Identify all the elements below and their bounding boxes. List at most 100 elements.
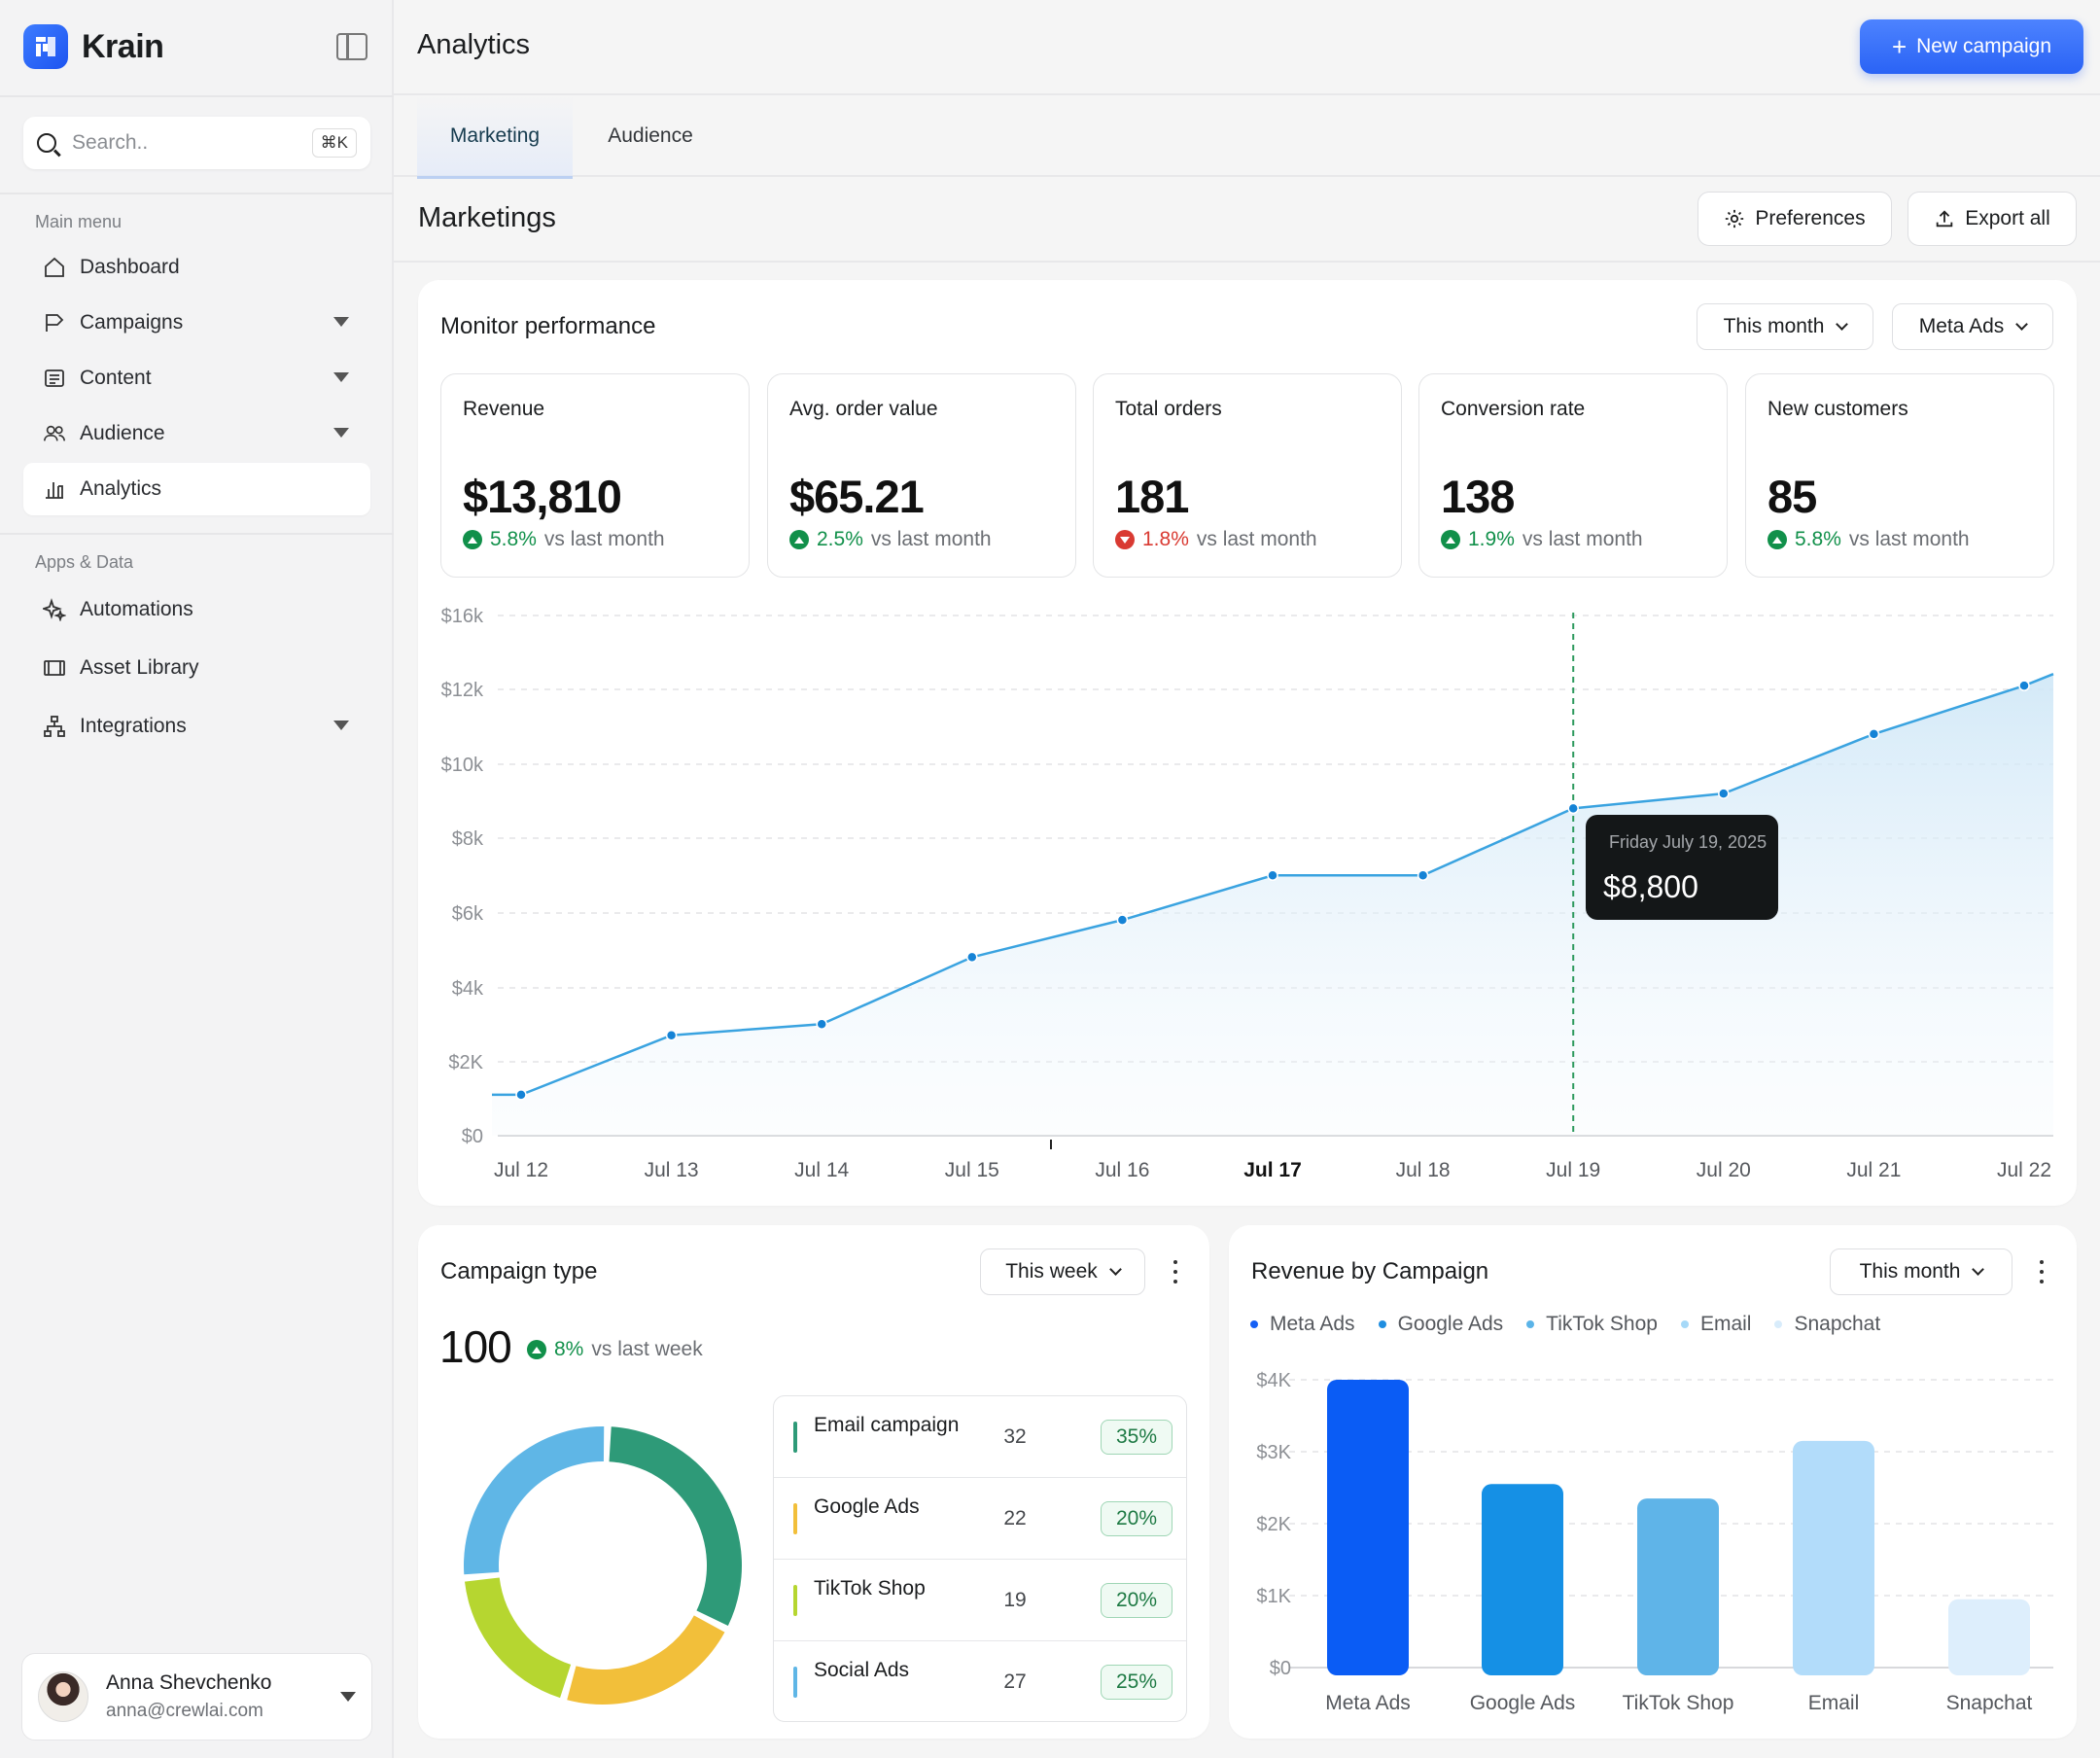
period-value: This month	[1723, 315, 1825, 337]
campaign-type-card	[418, 1225, 1209, 1739]
legend-item: Email	[1680, 1313, 1751, 1336]
trend-up-icon	[527, 1340, 546, 1359]
sidebar-item-audience[interactable]: Audience	[23, 407, 370, 460]
table-row[interactable]: TikTok Shop 19 20%	[774, 1560, 1186, 1641]
x-tick-label: Jul 15	[945, 1159, 999, 1181]
legend-label: Meta Ads	[1270, 1313, 1355, 1335]
data-point	[1267, 869, 1278, 881]
search-placeholder: Search..	[72, 131, 149, 154]
sidebar-item-analytics[interactable]: Analytics	[23, 463, 370, 515]
preferences-button[interactable]: Preferences	[1698, 192, 1892, 246]
more-options-icon[interactable]	[1172, 1260, 1178, 1283]
data-point	[1868, 728, 1880, 740]
campaign-total: 100	[439, 1321, 512, 1372]
export-all-button[interactable]: Export all	[1908, 192, 2077, 246]
y-tick-label: $4k	[452, 978, 484, 1000]
table-row[interactable]: Google Ads 22 20%	[774, 1478, 1186, 1560]
metric-value: 181	[1115, 471, 1189, 522]
sidebar: Krain Search.. ⌘K Main menu Dashboard Ca…	[0, 0, 394, 1758]
user-profile[interactable]: Anna Shevchenko anna@crewlai.com	[21, 1653, 372, 1740]
period-select[interactable]: This month	[1697, 303, 1873, 350]
network-icon	[43, 715, 66, 738]
divider	[394, 261, 2100, 263]
y-tick-label: $2K	[448, 1052, 483, 1073]
home-icon	[43, 256, 66, 279]
data-point	[1417, 869, 1429, 881]
metric-delta: 5.8% vs last month	[1768, 528, 1970, 551]
sidebar-item-label: Asset Library	[80, 656, 199, 679]
x-tick-label: Jul 17	[1243, 1159, 1302, 1181]
sidebar-item-dashboard[interactable]: Dashboard	[23, 241, 370, 294]
y-tick-label: $12k	[441, 680, 484, 701]
campaign-table: Email campaign 32 35% Google Ads 22 20% …	[773, 1395, 1187, 1722]
metric-label: Revenue	[463, 398, 545, 420]
new-campaign-label: New campaign	[1916, 35, 2052, 57]
table-row[interactable]: Social Ads 27 25%	[774, 1641, 1186, 1721]
divider	[0, 533, 394, 535]
legend-dot	[1378, 1320, 1386, 1328]
tooltip-date: Friday July 19, 2025	[1609, 832, 1768, 852]
trend-down-icon	[1115, 530, 1135, 549]
campaign-delta: 8% vs last week	[527, 1338, 703, 1361]
delta-pct: 5.8%	[1795, 528, 1841, 550]
flag-icon	[43, 311, 66, 334]
chevron-down-icon[interactable]	[333, 317, 349, 327]
sidebar-item-asset-library[interactable]: Asset Library	[23, 642, 370, 694]
chevron-down-icon[interactable]	[333, 372, 349, 382]
chevron-down-icon[interactable]	[340, 1692, 356, 1702]
tab-audience[interactable]: Audience	[582, 95, 718, 177]
metric-label: New customers	[1768, 398, 1908, 420]
campaign-count: 22	[1003, 1507, 1027, 1529]
metric-value: $65.21	[789, 471, 925, 522]
sidebar-toggle-icon[interactable]	[336, 33, 368, 60]
sidebar-item-label: Campaigns	[80, 311, 184, 334]
chart-tooltip: Friday July 19, 2025 $8,800	[1586, 815, 1778, 920]
data-point	[816, 1018, 827, 1030]
campaign-count: 19	[1003, 1589, 1027, 1611]
sidebar-item-integrations[interactable]: Integrations	[23, 700, 370, 753]
x-tick-label: Jul 19	[1546, 1159, 1600, 1181]
metric-delta: 2.5% vs last month	[789, 528, 992, 551]
x-tick-label: Jul 16	[1095, 1159, 1149, 1181]
x-tick-label: Jul 13	[645, 1159, 699, 1181]
metric-delta: 5.8% vs last month	[463, 528, 665, 551]
delta-pct: 1.8%	[1142, 528, 1189, 550]
new-campaign-button[interactable]: + New campaign	[1860, 19, 2083, 74]
sparkle-icon	[43, 598, 66, 621]
donut-slice	[609, 1426, 742, 1627]
chevron-down-icon[interactable]	[333, 721, 349, 730]
x-tick-label: Jul 20	[1697, 1159, 1751, 1181]
tab-marketing[interactable]: Marketing	[417, 95, 573, 179]
y-tick-label: $10k	[441, 755, 484, 776]
campaign-name: Social Ads	[814, 1659, 910, 1681]
sidebar-item-content[interactable]: Content	[23, 352, 370, 404]
sidebar-item-campaigns[interactable]: Campaigns	[23, 297, 370, 349]
gear-icon	[1726, 209, 1744, 229]
x-tick-label: Jul 18	[1396, 1159, 1451, 1181]
legend-item: Google Ads	[1378, 1313, 1503, 1336]
app-name: Krain	[82, 27, 164, 65]
chevron-down-icon	[1108, 1263, 1122, 1276]
campaign-pct-badge: 20%	[1101, 1501, 1172, 1536]
table-row[interactable]: Email campaign 32 35%	[774, 1396, 1186, 1478]
campaign-period-select[interactable]: This week	[980, 1248, 1145, 1295]
x-tick-label: Jul 14	[794, 1159, 849, 1181]
legend-label: TikTok Shop	[1546, 1313, 1658, 1335]
apps-data-label: Apps & Data	[35, 552, 134, 572]
metric-card-customers: New customers 85 5.8% vs last month	[1745, 373, 2054, 578]
delta-pct: 2.5%	[817, 528, 863, 550]
revenue-period-select[interactable]: This month	[1830, 1248, 2012, 1295]
legend-dot	[1680, 1320, 1689, 1328]
channel-select[interactable]: Meta Ads	[1892, 303, 2053, 350]
chevron-down-icon[interactable]	[333, 428, 349, 438]
delta-pct: 8%	[554, 1338, 584, 1360]
sidebar-item-automations[interactable]: Automations	[23, 583, 370, 636]
trend-up-icon	[789, 530, 809, 549]
data-point	[1718, 788, 1730, 799]
campaign-type-title: Campaign type	[440, 1258, 598, 1284]
metric-label: Avg. order value	[789, 398, 938, 420]
more-options-icon[interactable]	[2039, 1260, 2045, 1283]
brand[interactable]: Krain	[23, 23, 164, 70]
search-input[interactable]: Search.. ⌘K	[23, 117, 370, 169]
